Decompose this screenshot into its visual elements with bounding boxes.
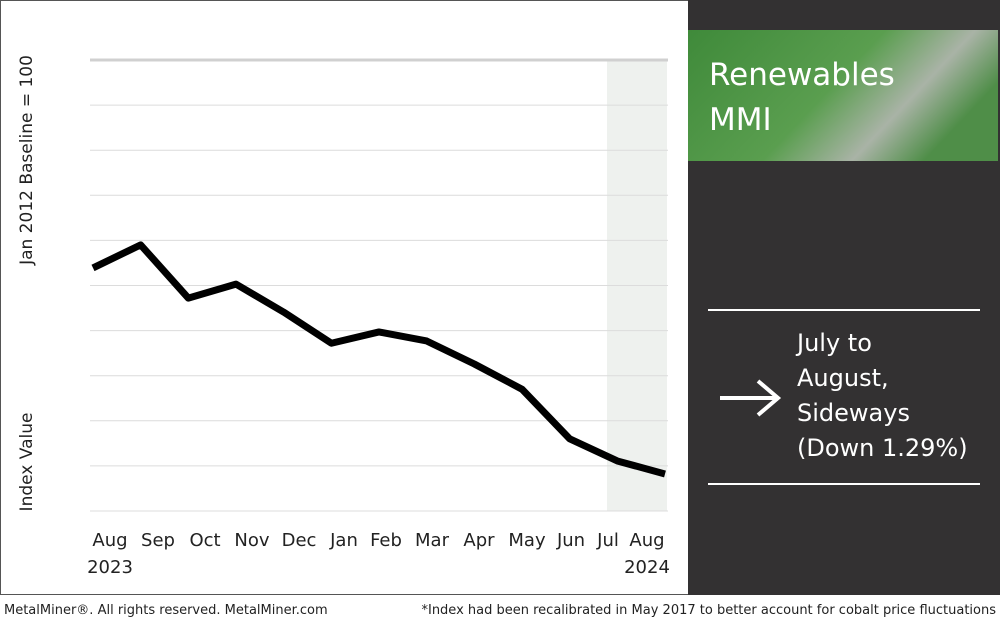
plot-panel [0, 0, 689, 595]
x-tick-label: Sep [141, 530, 175, 551]
x-tick-label: Jul [596, 530, 619, 551]
footer-left: MetalMiner®. All rights reserved. MetalM… [4, 603, 328, 618]
footer-right: *Index had been recalibrated in May 2017… [421, 603, 996, 618]
x-tick-label: Jun [556, 530, 585, 551]
x-tick-label: Nov [234, 530, 269, 551]
summary-line: August, [797, 364, 889, 392]
x-year-label: 2023 [87, 557, 133, 578]
x-tick-label: Aug [629, 530, 664, 551]
summary: July to August, Sideways (Down 1.29%) [795, 329, 968, 462]
panel-title: Renewables [709, 57, 895, 93]
x-tick-label: Mar [415, 530, 450, 551]
summary-line: July to [795, 329, 872, 357]
title-box [688, 30, 998, 161]
summary-line: (Down 1.29%) [797, 434, 968, 462]
x-tick-label: Dec [282, 530, 317, 551]
data-line [91, 241, 666, 478]
x-tick-label: May [508, 530, 546, 551]
x-tick-label: Apr [463, 530, 495, 551]
summary-line: Sideways [797, 399, 910, 427]
arrow-icon [720, 379, 782, 417]
y-label: Jan 2012 Baseline = 100 [17, 55, 37, 266]
panel-title: MMI [709, 102, 772, 138]
x-tick-label: Oct [189, 530, 220, 551]
x-year-label: 2024 [624, 557, 670, 578]
x-tick-label: Feb [370, 530, 402, 551]
x-tick-label: Jan [329, 530, 358, 551]
y-label: Index Value [17, 413, 37, 512]
x-tick-label: Aug [92, 530, 127, 551]
